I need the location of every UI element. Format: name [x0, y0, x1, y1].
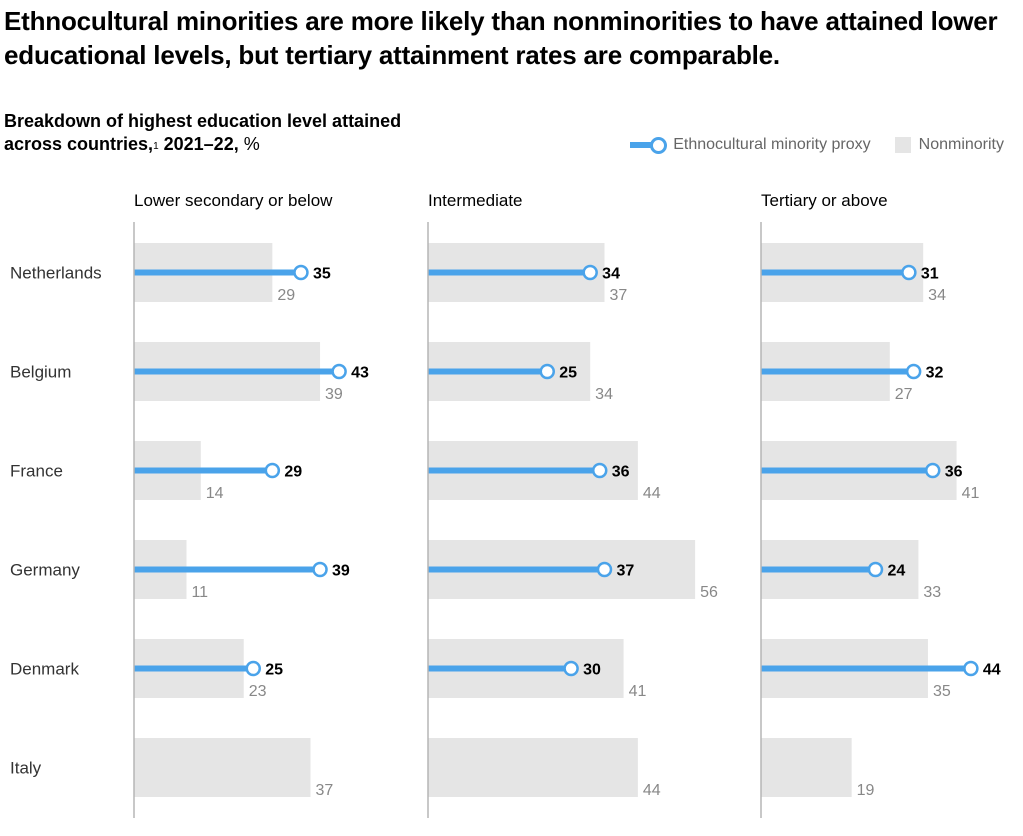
nonminority-value-label: 35 [933, 683, 951, 700]
panel-title: Intermediate [428, 191, 523, 210]
nonminority-value-label: 41 [962, 485, 980, 502]
nonminority-value-label: 44 [643, 782, 661, 799]
subtitle-line1: Breakdown of highest education level att… [4, 111, 402, 131]
legend-nonminority-swatch-icon [894, 137, 911, 153]
subtitle-period: 2021–22, [158, 134, 239, 154]
nonminority-value-label: 33 [923, 584, 941, 601]
nonminority-value-label: 37 [315, 782, 333, 799]
nonminority-value-label: 11 [191, 584, 208, 601]
minority-dot [539, 363, 555, 380]
nonminority-value-label: 37 [609, 287, 627, 304]
row-label-france: France [10, 462, 63, 481]
minority-value-label: 37 [616, 563, 634, 580]
minority-dot [901, 264, 917, 281]
nonminority-bar [761, 738, 852, 797]
minority-line [761, 665, 971, 672]
minority-dot [867, 561, 884, 578]
minority-value-label: 24 [887, 563, 905, 580]
footnote-marker: 1 [153, 141, 159, 152]
minority-line [428, 467, 600, 474]
minority-value-label: 30 [583, 662, 601, 679]
minority-line [761, 467, 933, 474]
minority-value-label: 39 [332, 563, 350, 580]
minority-line [761, 269, 909, 276]
minority-value-label: 44 [983, 662, 1001, 679]
nonminority-value-label: 14 [206, 485, 224, 502]
nonminority-value-label: 41 [629, 683, 647, 700]
minority-line [428, 566, 605, 573]
chart-title: Ethnocultural minorities are more likely… [4, 6, 998, 70]
minority-dot [963, 660, 979, 677]
minority-line [134, 566, 321, 573]
nonminority-value-label: 34 [928, 287, 946, 304]
nonminority-value-label: 39 [325, 386, 343, 403]
nonminority-value-label: 34 [595, 386, 613, 403]
minority-value-label: 36 [612, 464, 630, 481]
subtitle-line2: across countries, [4, 134, 154, 154]
minority-dot [563, 660, 579, 677]
minority-line [761, 566, 876, 573]
nonminority-value-label: 56 [700, 584, 718, 601]
minority-dot [245, 660, 261, 677]
minority-line [134, 665, 254, 672]
minority-line [761, 368, 914, 375]
subtitle-unit: % [238, 134, 260, 154]
nonminority-value-label: 19 [857, 782, 875, 799]
row-label-denmark: Denmark [10, 660, 79, 679]
nonminority-bar [428, 738, 638, 797]
minority-dot [264, 462, 281, 479]
legend-nonminority-label: Nonminority [918, 136, 1004, 153]
minority-value-label: 43 [351, 365, 369, 382]
minority-value-label: 36 [945, 464, 963, 481]
minority-value-label: 31 [921, 266, 939, 283]
nonminority-value-label: 27 [895, 386, 913, 403]
legend: Ethnocultural minority proxy Nonminority [630, 136, 1004, 154]
row-label-belgium: Belgium [10, 363, 71, 382]
minority-value-label: 32 [926, 365, 944, 382]
legend-minority-line-icon [630, 142, 653, 148]
chart-subtitle: Breakdown of highest education level att… [4, 110, 401, 156]
minority-dot [331, 363, 347, 380]
nonminority-value-label: 23 [249, 683, 267, 700]
minority-dot [596, 561, 613, 578]
minority-value-label: 25 [265, 662, 283, 679]
minority-value-label: 35 [313, 266, 331, 283]
minority-line [134, 269, 301, 276]
minority-dot [582, 264, 598, 281]
row-label-germany: Germany [10, 561, 80, 580]
panel-title: Tertiary or above [761, 191, 888, 210]
minority-value-label: 29 [284, 464, 302, 481]
minority-dot [293, 264, 309, 281]
minority-line [428, 665, 572, 672]
row-label-italy: Italy [10, 759, 42, 778]
nonminority-bar [134, 738, 311, 797]
minority-dot [905, 363, 922, 380]
minority-dot [591, 462, 608, 479]
minority-value-label: 34 [602, 266, 620, 283]
minority-line [134, 368, 340, 375]
minority-line [428, 368, 548, 375]
nonminority-value-label: 29 [277, 287, 295, 304]
nonminority-value-label: 44 [643, 485, 661, 502]
minority-line [134, 467, 273, 474]
legend-minority-dot-icon [650, 136, 668, 154]
minority-value-label: 25 [559, 365, 577, 382]
minority-dot [312, 561, 328, 578]
row-label-netherlands: Netherlands [10, 264, 102, 283]
panel-title: Lower secondary or below [134, 191, 333, 210]
legend-minority-label: Ethnocultural minority proxy [673, 136, 871, 153]
minority-line [428, 269, 591, 276]
minority-dot [924, 462, 941, 479]
